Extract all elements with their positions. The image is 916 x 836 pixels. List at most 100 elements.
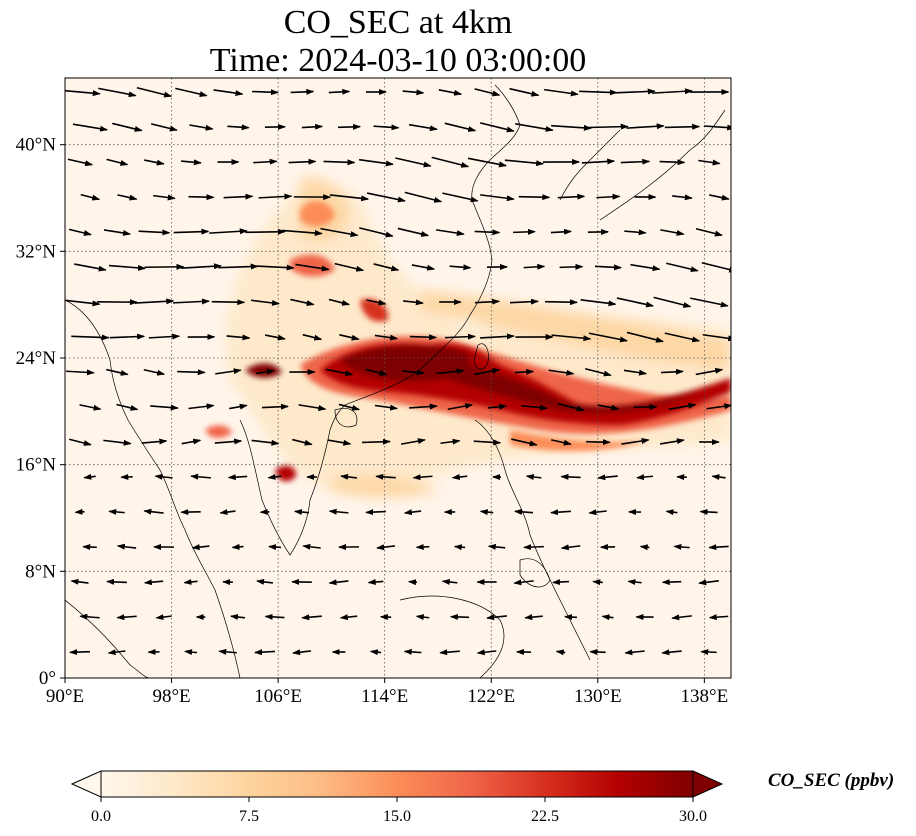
wind-arrow bbox=[449, 264, 472, 271]
wind-arrow bbox=[706, 403, 731, 410]
wind-arrow bbox=[436, 368, 465, 375]
x-tick-label: 98°E bbox=[152, 686, 190, 707]
wind-arrow bbox=[290, 298, 315, 306]
wind-arrow bbox=[626, 123, 665, 130]
wind-arrow bbox=[551, 439, 572, 446]
wind-arrow bbox=[293, 509, 310, 515]
colorbar-tick-label: 30.0 bbox=[679, 808, 707, 825]
wind-arrow bbox=[226, 334, 251, 341]
wind-arrow bbox=[252, 89, 279, 96]
wind-arrow bbox=[143, 508, 164, 515]
wind-arrow bbox=[699, 508, 718, 515]
wind-arrow bbox=[374, 404, 399, 411]
wind-arrow bbox=[409, 403, 438, 410]
wind-arrow bbox=[175, 87, 208, 97]
wind-arrow bbox=[596, 193, 621, 200]
colorbar-ticks: 0.0 7.5 15.0 22.5 30.0 bbox=[91, 797, 707, 825]
wind-arrow bbox=[251, 439, 280, 446]
wind-arrow bbox=[82, 544, 97, 551]
wind-arrow bbox=[403, 299, 424, 306]
y-tick-label: 8°N bbox=[25, 561, 56, 582]
wind-arrow bbox=[254, 649, 275, 656]
wind-arrow bbox=[74, 508, 85, 515]
colorbar-tick-label: 7.5 bbox=[239, 808, 259, 825]
wind-arrow bbox=[68, 228, 92, 236]
wind-arrow bbox=[560, 544, 581, 551]
wind-arrow bbox=[325, 368, 354, 377]
wind-arrow bbox=[442, 192, 479, 203]
wind-arrow bbox=[711, 474, 726, 481]
wind-arrow bbox=[564, 614, 578, 621]
wind-arrow bbox=[407, 579, 418, 586]
wind-arrow bbox=[365, 368, 388, 376]
wind-arrow bbox=[136, 86, 173, 98]
wind-arrow bbox=[620, 158, 651, 165]
wind-arrow bbox=[181, 438, 202, 445]
wind-arrow bbox=[181, 263, 222, 270]
wind-arrow bbox=[67, 158, 94, 167]
wind-arrow bbox=[479, 509, 494, 516]
wind-arrow bbox=[702, 333, 731, 342]
wind-arrow bbox=[672, 194, 693, 201]
wind-arrow bbox=[106, 578, 127, 585]
wind-arrow bbox=[594, 264, 623, 271]
wind-arrow bbox=[525, 473, 542, 480]
wind-arrow bbox=[302, 543, 321, 550]
wind-arrow bbox=[323, 159, 356, 166]
wind-arrow bbox=[188, 194, 215, 201]
wind-arrow bbox=[80, 193, 101, 201]
wind-arrow bbox=[412, 474, 433, 481]
wind-arrow bbox=[474, 298, 501, 305]
wind-arrow bbox=[144, 263, 185, 270]
wind-arrow bbox=[188, 403, 215, 410]
wind-arrow bbox=[402, 369, 425, 376]
wind-arrow bbox=[214, 438, 243, 445]
wind-arrow bbox=[588, 332, 628, 343]
wind-arrow bbox=[290, 88, 315, 95]
wind-arrow bbox=[659, 159, 686, 166]
wind-arrow bbox=[66, 369, 95, 376]
wind-arrow bbox=[328, 88, 351, 95]
wind-arrow bbox=[441, 578, 458, 585]
wind-arrow bbox=[550, 509, 571, 516]
wind-arrow bbox=[661, 649, 682, 656]
wind-arrow bbox=[514, 508, 534, 515]
wind-arrow bbox=[708, 544, 729, 551]
wind-arrow bbox=[661, 579, 682, 586]
wind-arrow bbox=[292, 649, 311, 656]
wind-arrow bbox=[698, 579, 719, 586]
wind-arrow bbox=[513, 579, 534, 586]
wind-arrow bbox=[264, 613, 285, 620]
colorbar-tick-label: 15.0 bbox=[383, 808, 411, 825]
wind-arrow bbox=[375, 473, 396, 480]
colorbar-label: CO_SEC (ppbv) bbox=[768, 770, 895, 791]
wind-arrow bbox=[328, 579, 349, 586]
wind-arrow bbox=[639, 544, 650, 551]
wind-arrow bbox=[71, 334, 110, 341]
wind-arrow bbox=[328, 508, 349, 515]
colorbar: 0.0 7.5 15.0 22.5 30.0 bbox=[70, 770, 724, 825]
wind-arrow bbox=[143, 368, 166, 376]
wind-arrow bbox=[708, 614, 729, 621]
wind-arrow bbox=[373, 263, 400, 272]
wind-arrow bbox=[584, 367, 612, 377]
wind-arrow bbox=[444, 122, 477, 132]
wind-arrow bbox=[107, 649, 126, 656]
wind-arrow bbox=[116, 403, 139, 411]
wind-arrow bbox=[301, 123, 324, 130]
wind-arrow bbox=[109, 333, 146, 340]
wind-arrow bbox=[74, 263, 107, 272]
wind-arrow bbox=[268, 544, 282, 551]
wind-arrow bbox=[374, 334, 399, 341]
wind-arrow bbox=[444, 333, 476, 340]
wind-arrow bbox=[339, 334, 360, 341]
wind-arrow bbox=[474, 88, 501, 97]
wind-arrow bbox=[258, 193, 293, 200]
wind-arrow bbox=[411, 264, 436, 271]
wind-arrow bbox=[551, 334, 592, 342]
wind-arrow bbox=[661, 368, 684, 375]
wind-arrow bbox=[334, 262, 365, 272]
wind-arrow bbox=[415, 614, 430, 621]
co-concentration-field bbox=[205, 177, 731, 498]
wind-arrow bbox=[256, 578, 274, 585]
